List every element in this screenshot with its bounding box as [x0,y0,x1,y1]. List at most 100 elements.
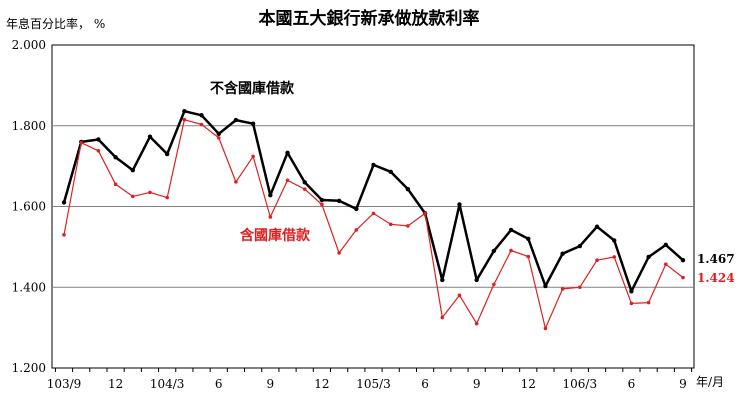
data-point [612,238,617,243]
data-point [509,248,513,253]
x-tick-label: 9 [267,377,275,391]
x-tick-label: 9 [473,377,481,391]
data-point [337,251,341,255]
data-point [182,109,187,114]
data-point [681,275,685,280]
data-point [594,224,600,229]
data-point [457,202,462,207]
y-tick-label: 1.400 [12,280,46,294]
data-point [148,190,152,195]
data-point [405,186,411,192]
end-value-including-treasury: 1.424 [697,271,735,285]
data-point [560,251,565,256]
x-axis-ticks: 103/9 12 104/3 6 9 12 105/3 6 9 12 106/3 6 9 [47,368,693,391]
data-point [234,180,238,184]
data-point [543,283,548,289]
data-point [320,202,324,207]
x-tick-label: 12 [314,377,329,391]
data-point [199,113,204,118]
data-point [440,277,445,283]
data-point [560,287,565,291]
data-point [457,293,462,298]
x-tick-label: 6 [215,377,223,391]
data-point [96,148,101,153]
data-point [664,262,668,267]
x-tick-label: 104/3 [150,377,185,391]
data-point [526,254,531,259]
data-point [508,227,514,233]
data-point [62,232,66,237]
series-label-excluding-treasury: 不含國庫借款 [210,80,295,97]
data-point [285,150,290,156]
series-group [61,109,686,331]
data-point [147,134,153,139]
data-point [250,121,256,126]
data-point [182,117,187,122]
data-point [543,326,548,331]
y-tick-label: 1.200 [12,361,46,375]
data-point [474,277,479,283]
data-point [663,242,669,248]
data-point [612,255,617,259]
y-tick-label: 2.000 [12,38,46,52]
data-point [680,257,686,263]
data-point [354,206,359,212]
data-point [595,258,599,262]
y-tick-label: 1.800 [12,119,46,133]
x-tick-label: 106/3 [563,377,598,391]
x-axis-label: 年/月 [696,375,724,389]
data-point [354,228,359,232]
data-point [491,248,497,254]
data-point [96,137,101,142]
data-point [371,211,376,216]
y-axis-label: 年息百分比率， % [6,16,105,31]
data-point [285,178,290,183]
data-point [629,301,634,306]
data-point [216,136,221,140]
chart-title: 本國五大銀行新承做放款利率 [259,8,480,29]
x-tick-label: 12 [108,377,123,391]
data-point [319,197,325,203]
series-label-including-treasury: 含國庫借款 [240,227,311,244]
data-point [646,254,651,260]
x-tick-label: 103/9 [47,377,82,391]
data-point [492,282,496,287]
data-point [216,131,221,137]
data-point [113,182,118,187]
x-tick-label: 6 [421,377,429,391]
gridlines [52,125,694,288]
data-point [423,211,427,216]
data-point [578,285,582,290]
data-point [130,167,135,173]
data-point [388,222,393,227]
data-point [474,321,479,326]
data-point [336,198,342,204]
data-point [526,236,531,241]
data-point [251,154,255,159]
data-point [371,162,376,168]
x-tick-label: 9 [679,377,687,391]
data-point [302,180,307,185]
data-point [199,122,204,127]
data-point [268,215,273,219]
data-point [406,224,410,228]
series-line [63,119,684,329]
data-point [130,194,135,199]
y-tick-label: 1.600 [12,200,46,214]
data-point [79,140,83,145]
data-point [440,315,445,320]
y-axis-ticks: 1.200 1.400 1.600 1.800 2.000 [12,38,46,375]
data-point [302,187,307,191]
data-point [646,300,651,305]
data-point [577,243,583,249]
series-line [62,109,684,293]
x-tick-label: 12 [521,377,536,391]
data-point [165,195,169,200]
data-point [113,155,118,160]
x-tick-label: 105/3 [356,377,391,391]
data-point [61,200,67,205]
data-point [164,151,170,157]
end-value-excluding-treasury: 1.467 [697,252,735,266]
data-point [388,169,393,174]
